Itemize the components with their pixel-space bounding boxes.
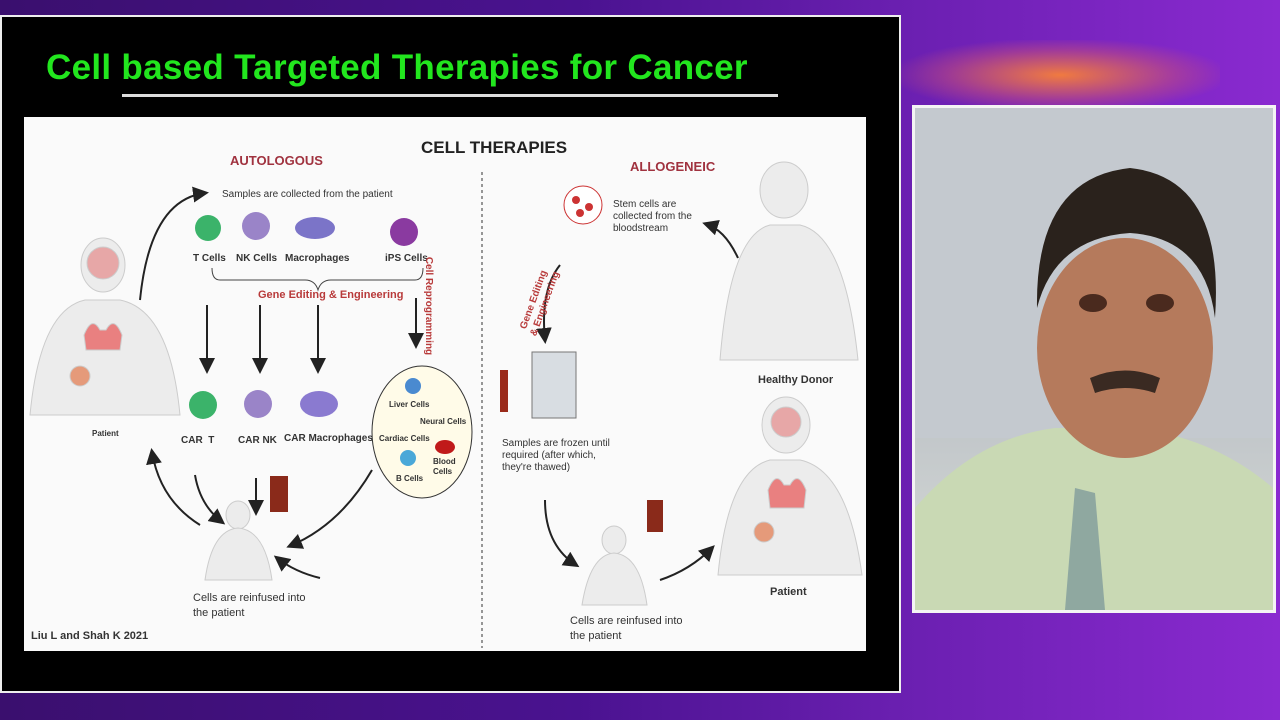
cell-label: Macrophages bbox=[285, 253, 350, 264]
auto-reinfused: Cells are reinfused into the patient bbox=[193, 592, 306, 619]
cell-label: T Cells bbox=[193, 253, 226, 264]
auto-collected: Samples are collected from the patient bbox=[222, 189, 393, 200]
derived-label: Blood Cells bbox=[433, 457, 456, 476]
patient-figure bbox=[29, 161, 863, 606]
diagram-heading: CELL THERAPIES bbox=[421, 138, 568, 157]
slide-title: Cell based Targeted Therapies for Cancer bbox=[46, 48, 748, 87]
cells bbox=[189, 185, 663, 532]
allo-collected: Stem cells are collected from the bloods… bbox=[613, 199, 692, 234]
autologous-label: AUTOLOGOUS bbox=[230, 153, 323, 168]
cell-label: iPS Cells bbox=[385, 253, 428, 264]
bracket bbox=[211, 267, 424, 292]
car-label: CAR NK bbox=[238, 435, 277, 446]
donor-label: Healthy Donor bbox=[758, 374, 834, 386]
car-label: CAR Macrophages bbox=[284, 433, 373, 444]
reprogramming: Cell Reprogramming bbox=[423, 256, 435, 356]
title-underline bbox=[122, 94, 778, 97]
allo-reinfused: Cells are reinfused into the patient bbox=[570, 615, 683, 642]
allogeneic-label: ALLOGENEIC bbox=[630, 159, 716, 174]
citation: Liu L and Shah K 2021 bbox=[31, 630, 149, 642]
derived-label: Cardiac Cells bbox=[379, 434, 430, 443]
derived-label: Liver Cells bbox=[389, 400, 430, 409]
speaker-video bbox=[915, 108, 1273, 610]
patient-label: Patient bbox=[770, 586, 807, 598]
auto-engineering: Gene Editing & Engineering bbox=[258, 289, 404, 301]
arrows bbox=[139, 186, 739, 581]
glow bbox=[900, 40, 1220, 110]
derived-label: Neural Cells bbox=[420, 417, 467, 426]
patient-label: Patient bbox=[92, 429, 119, 438]
webcam bbox=[912, 105, 1276, 613]
cell-label: NK Cells bbox=[236, 253, 278, 264]
car-label: CAR T bbox=[181, 435, 215, 446]
allo-frozen: Samples are frozen until required (after… bbox=[502, 438, 610, 473]
derived-label: B Cells bbox=[396, 474, 424, 483]
